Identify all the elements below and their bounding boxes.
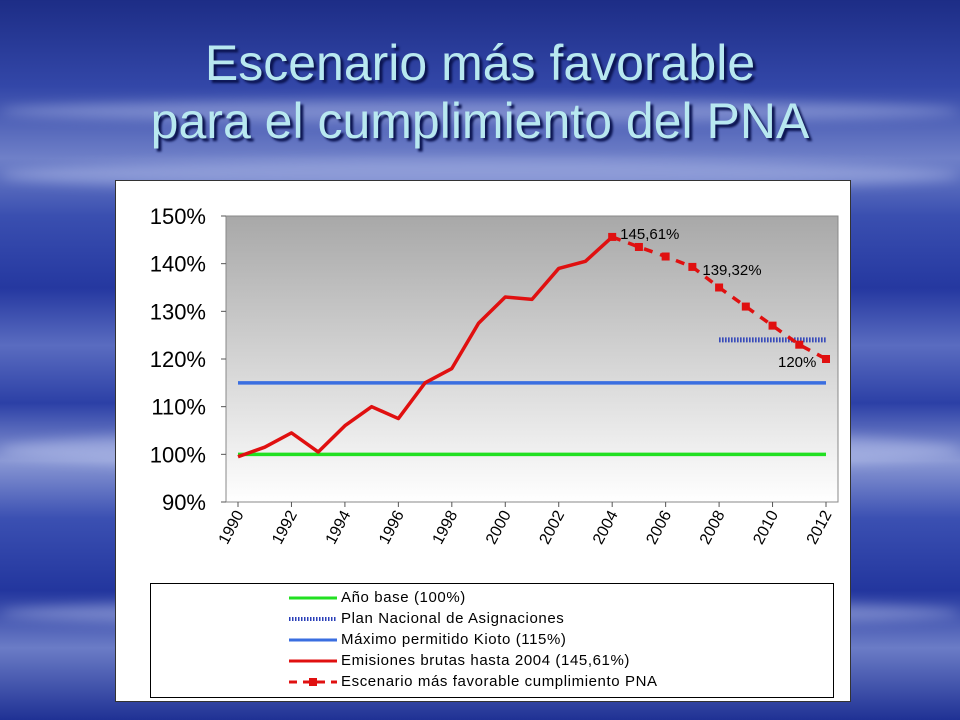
y-tick-label: 90% — [162, 490, 206, 515]
x-tick-label: 2006 — [643, 508, 675, 547]
legend-label: Máximo permitido Kioto (115%) — [341, 631, 567, 648]
x-tick-label: 2012 — [804, 508, 836, 547]
annotations: 145,61% 139,32% 120% — [620, 226, 816, 371]
x-tick-label: 1990 — [216, 508, 248, 547]
series-point — [715, 283, 724, 292]
data-label: 120% — [778, 354, 816, 371]
x-tick-label: 1998 — [430, 508, 462, 547]
x-tick-label: 1994 — [323, 508, 355, 547]
legend-item: Emisiones brutas hasta 2004 (145,61%) — [151, 651, 833, 671]
x-tick-label: 2000 — [483, 508, 515, 547]
series-point — [661, 252, 670, 261]
y-tick-label: 150% — [150, 204, 206, 229]
series-point — [795, 340, 804, 349]
series-line — [237, 235, 614, 459]
y-tick-label: 130% — [150, 299, 206, 324]
data-label: 145,61% — [620, 226, 679, 243]
x-axis: 1990 1992 1994 1996 1998 2000 2002 2004 2006 2008… — [216, 502, 836, 547]
y-tick-label: 120% — [150, 347, 206, 372]
y-axis: 90% 100% 110% 120% 130% 140% 150% — [150, 204, 226, 515]
x-tick-label: 2004 — [590, 508, 622, 547]
y-tick-label: 100% — [150, 442, 206, 467]
legend-label: Escenario más favorable cumplimiento PNA — [341, 673, 658, 690]
y-tick-label: 110% — [151, 395, 206, 420]
legend-item: Máximo permitido Kioto (115%) — [151, 630, 833, 650]
legend-item: Año base (100%) — [151, 588, 833, 608]
x-tick-label: 2008 — [697, 508, 729, 547]
x-tick-label: 2010 — [750, 508, 782, 547]
series-point — [634, 242, 643, 251]
legend-item: Plan Nacional de Asignaciones — [151, 609, 833, 629]
legend-item: Escenario más favorable cumplimiento PNA — [151, 672, 833, 692]
legend-label: Plan Nacional de Asignaciones — [341, 610, 565, 627]
slide-title: Escenario más favorable para el cumplimi… — [0, 34, 960, 150]
chart-legend: Año base (100%) Plan Nacional de Asignac… — [150, 583, 834, 698]
x-tick-label: 1992 — [269, 508, 301, 547]
series-layer — [237, 232, 830, 459]
series-point — [768, 321, 777, 330]
series-point — [688, 262, 697, 271]
series-point — [822, 355, 830, 363]
legend-label: Año base (100%) — [341, 589, 466, 606]
x-tick-label: 2002 — [537, 508, 569, 547]
slide-title-line-2: para el cumplimiento del PNA — [150, 93, 810, 149]
y-tick-label: 140% — [150, 252, 206, 277]
series-point — [741, 302, 750, 311]
data-label: 139,32% — [702, 262, 761, 279]
plot-area — [225, 215, 839, 503]
x-tick-label: 1996 — [376, 508, 408, 547]
series-point — [608, 232, 617, 241]
legend-label: Emisiones brutas hasta 2004 (145,61%) — [341, 652, 631, 669]
slide-title-line-1: Escenario más favorable — [204, 35, 756, 91]
